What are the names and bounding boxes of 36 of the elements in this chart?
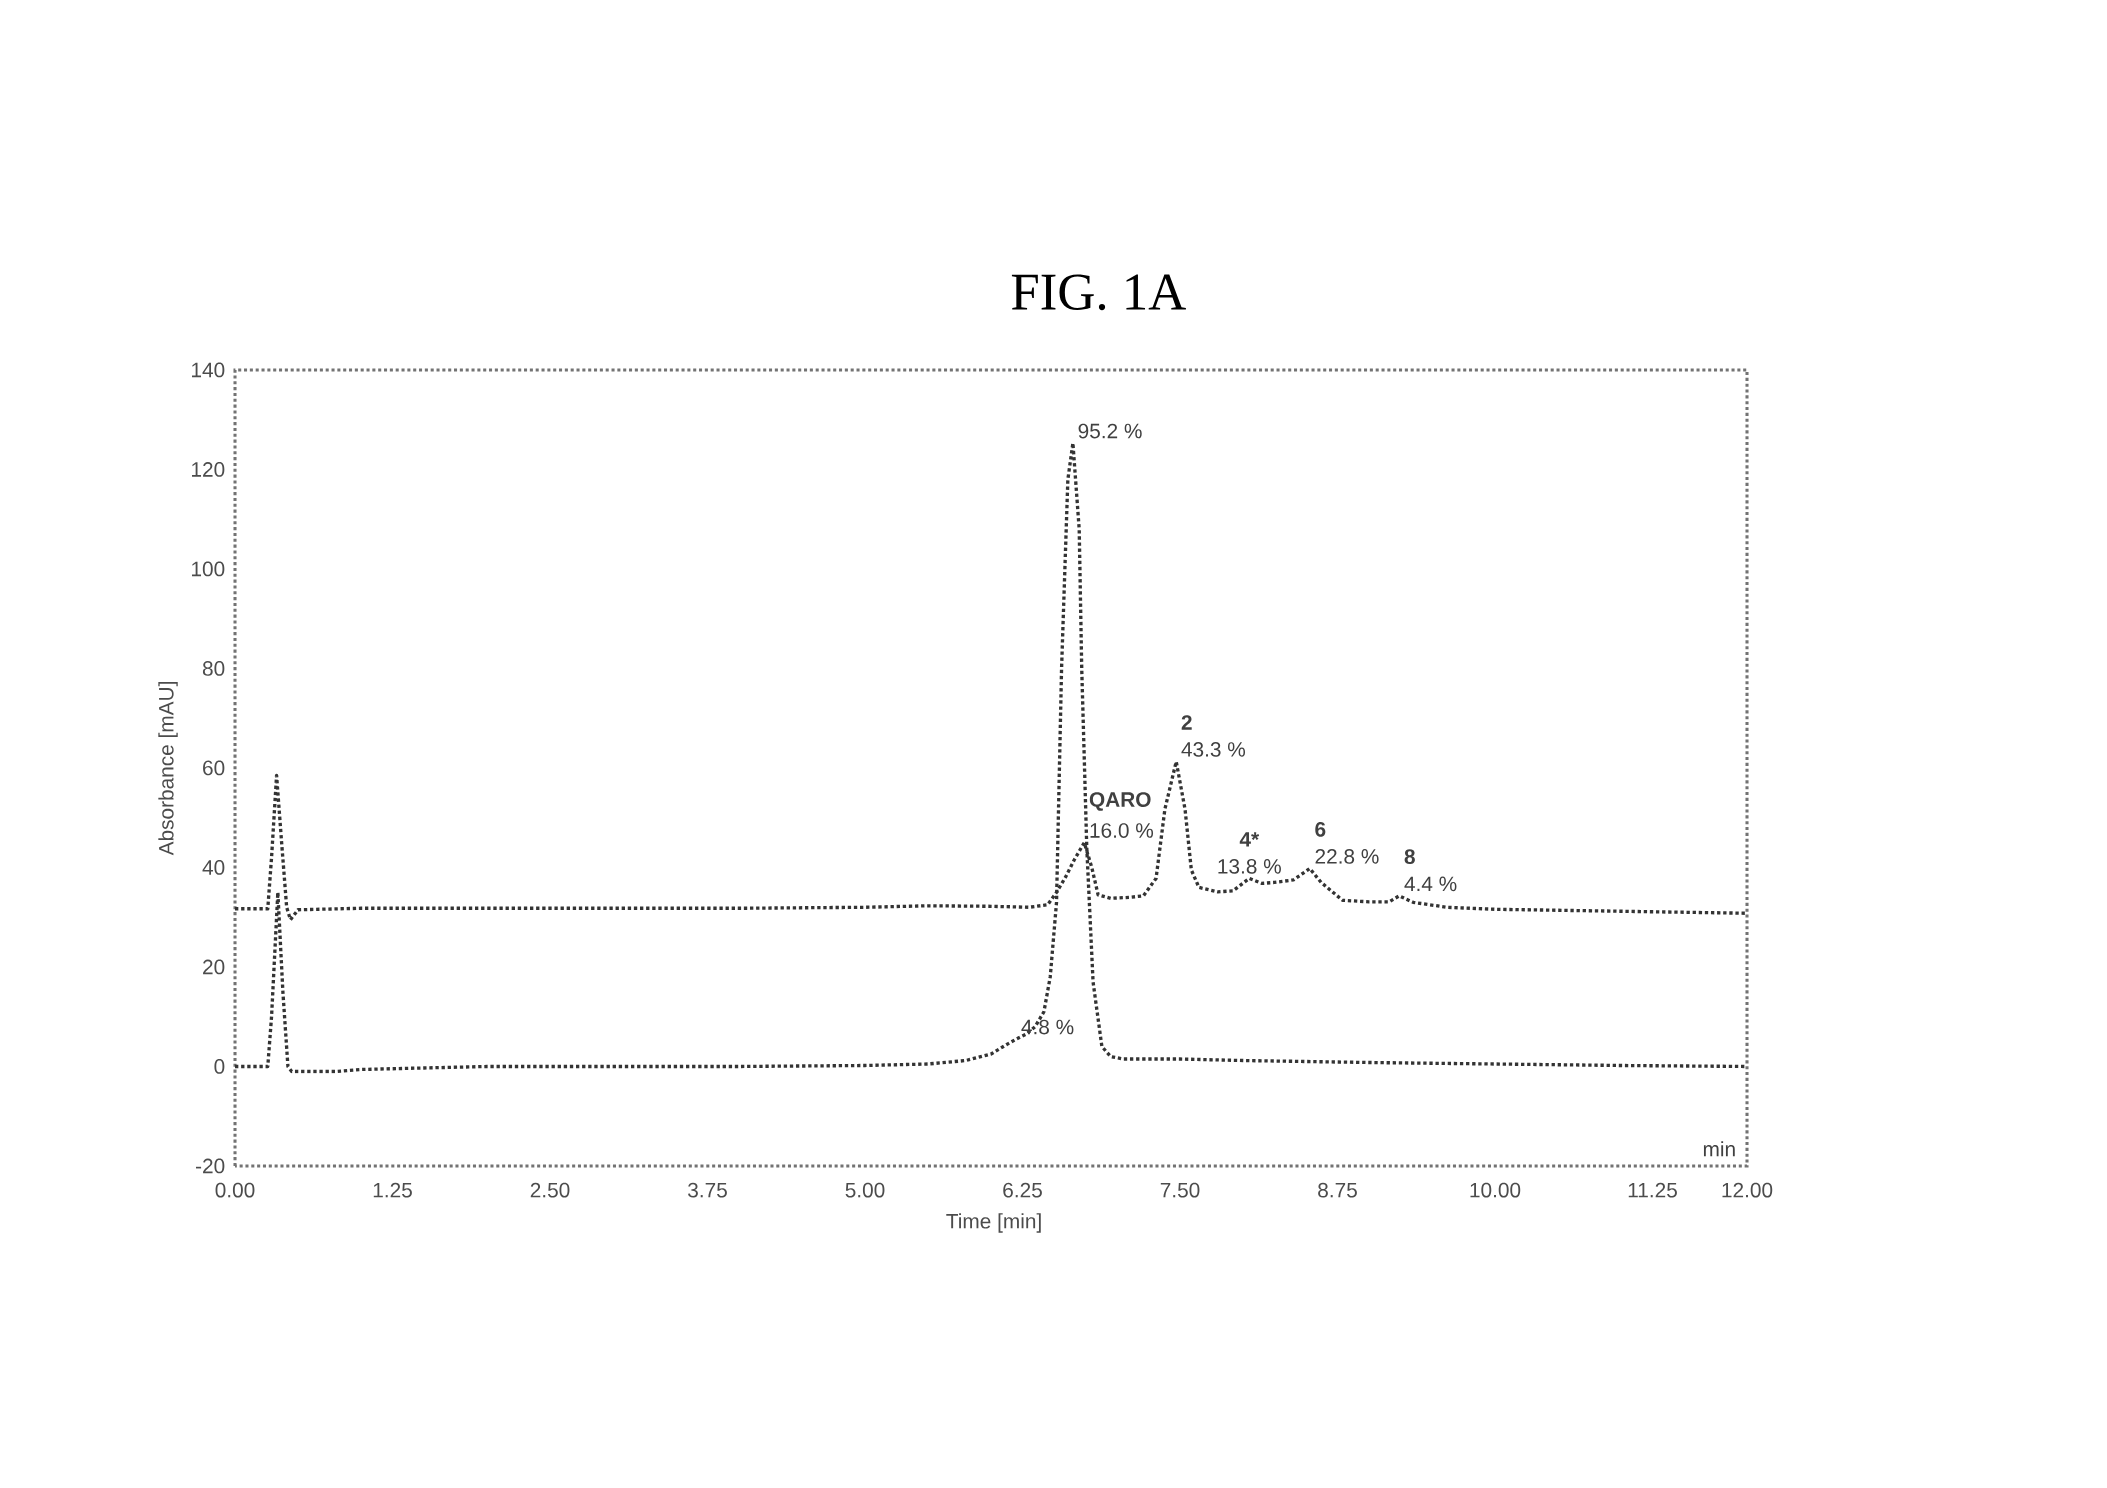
x-tick-label: 1.25 <box>373 1182 412 1198</box>
x-tick-label: 6.25 <box>1003 1182 1042 1198</box>
annotation: 6 <box>1315 821 1326 837</box>
y-tick-label: 0 <box>214 1059 225 1074</box>
x-tick-label: 10.00 <box>1470 1182 1521 1198</box>
annotation: 22.8 % <box>1315 849 1379 864</box>
x-tick-label: 0.00 <box>215 1182 255 1198</box>
chart-title: FIG. 1A <box>1011 274 1186 311</box>
annotation: 2 <box>1181 715 1192 730</box>
y-tick-label: 60 <box>203 760 225 776</box>
y-tick-label: 80 <box>202 661 225 676</box>
x-tick-label: 3.75 <box>688 1182 727 1198</box>
x-tick-label: 11.25 <box>1628 1182 1677 1198</box>
annotation: 4.4 % <box>1404 876 1457 892</box>
y-tick-label: 40 <box>202 860 225 875</box>
annotation: 13.8 % <box>1218 858 1281 874</box>
annotation: QARO <box>1089 792 1151 811</box>
y-tick-label: 140 <box>192 362 225 378</box>
x-tick-label: 12.00 <box>1722 1182 1773 1198</box>
annotation: min <box>1703 1141 1735 1157</box>
annotation: 16.0 % <box>1090 823 1154 838</box>
y-tick-label: -20 <box>196 1158 225 1174</box>
x-axis-title: Time [min] <box>946 1213 1041 1233</box>
y-axis-title: Absorbance [mAU] <box>158 682 178 856</box>
y-tick-label: 120 <box>192 462 225 477</box>
x-tick-label: 5.00 <box>845 1182 885 1198</box>
annotation: 4* <box>1239 832 1260 847</box>
annotation: 95.2 % <box>1078 423 1142 439</box>
annotation: 4.8 % <box>1021 1019 1074 1035</box>
annotation: 8 <box>1404 849 1415 865</box>
annotation: 43.3 % <box>1181 742 1246 757</box>
x-tick-label: 7.50 <box>1160 1182 1200 1198</box>
x-tick-label: 2.50 <box>530 1182 570 1198</box>
y-tick-label: 20 <box>203 959 225 975</box>
x-tick-label: 8.75 <box>1318 1182 1357 1198</box>
y-tick-label: 100 <box>192 561 225 577</box>
